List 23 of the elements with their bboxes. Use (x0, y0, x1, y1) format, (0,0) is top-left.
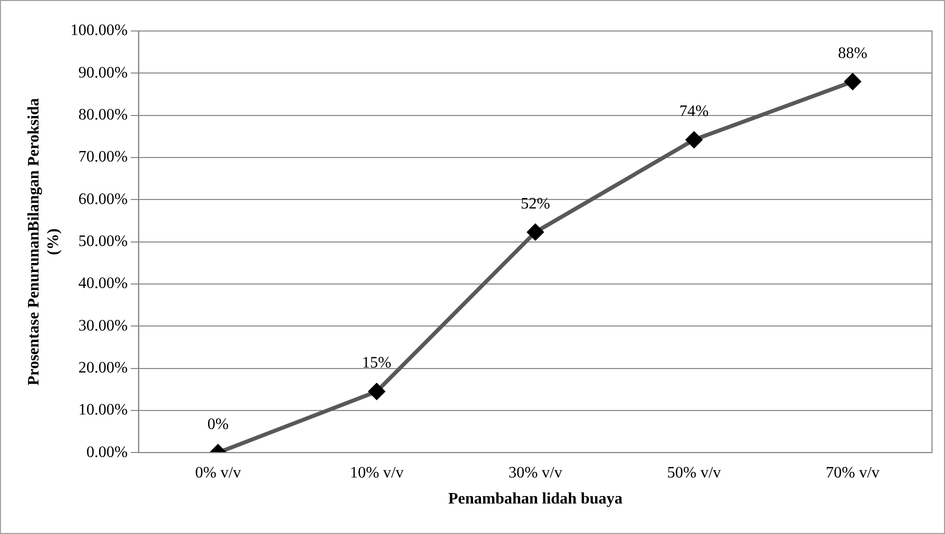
x-tick-label: 10% v/v (350, 464, 404, 482)
y-tick-label: 0.00% (86, 444, 128, 461)
y-tick-label: 30.00% (78, 317, 128, 334)
x-tick-label: 0% v/v (195, 464, 241, 482)
data-label: 74% (679, 102, 709, 120)
x-tick-label: 50% v/v (667, 464, 721, 482)
data-label: 15% (362, 354, 392, 372)
data-label: 52% (520, 195, 550, 212)
y-tick-label: 10.00% (78, 402, 128, 419)
y-tick-label: 60.00% (78, 190, 128, 208)
x-tick-label: 30% v/v (508, 464, 562, 482)
data-label: 0% (207, 416, 229, 433)
x-tick-label: 70% v/v (826, 464, 880, 482)
y-tick-label: 20.00% (78, 359, 128, 376)
y-tick-label: 80.00% (78, 106, 128, 124)
y-tick-label: 70.00% (78, 148, 128, 166)
y-tick-label: 40.00% (78, 275, 128, 292)
x-axis-title: Penambahan lidah buaya (448, 490, 623, 508)
y-tick-label: 90.00% (78, 64, 128, 82)
y-tick-label: 100.00% (70, 22, 128, 40)
data-label: 88% (838, 44, 868, 62)
y-axis-title: Prosentase PenurunanBilangan Peroksida (%) (26, 98, 62, 386)
y-tick-label: 50.00% (78, 233, 128, 250)
